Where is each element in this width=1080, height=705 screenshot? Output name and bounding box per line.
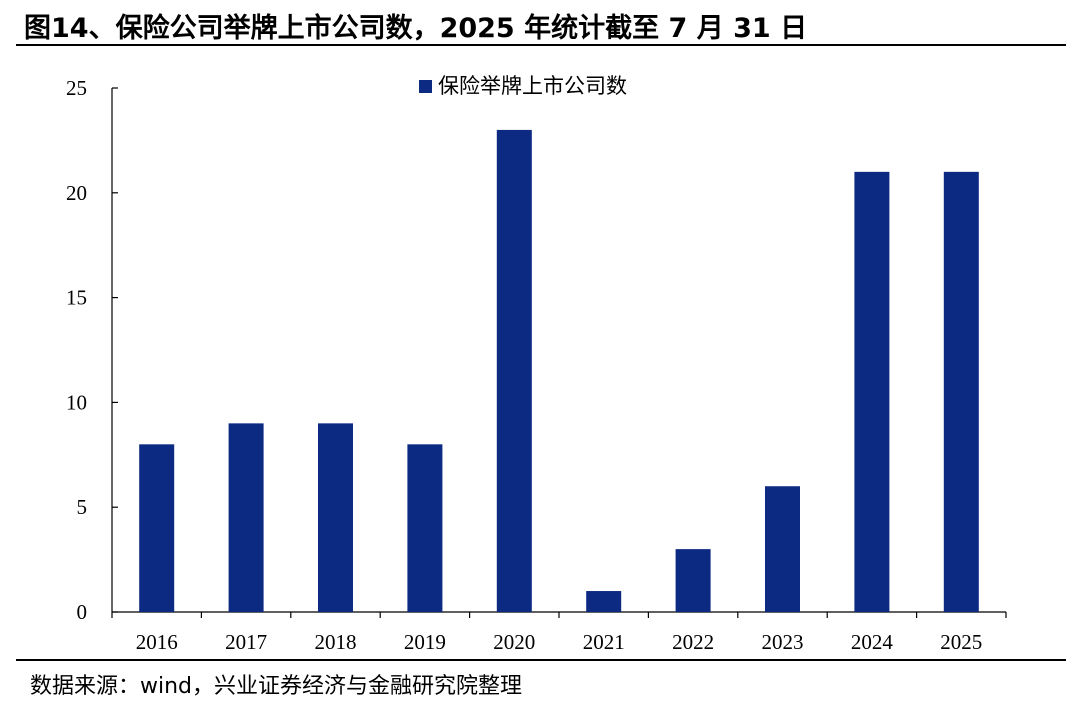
y-tick-label: 10: [66, 390, 87, 414]
bar-2020: [496, 129, 532, 613]
y-tick-label: 0: [77, 600, 88, 624]
legend-swatch: [419, 80, 432, 93]
x-tick-label: 2019: [404, 630, 446, 654]
bars: [139, 129, 979, 613]
legend: 保险举牌上市公司数: [419, 74, 627, 98]
x-tick-label: 2021: [583, 630, 625, 654]
y-tick-label: 20: [66, 181, 87, 205]
y-tick-label: 15: [66, 286, 87, 310]
bar-2023: [765, 486, 800, 612]
x-tick-label: 2023: [762, 630, 804, 654]
y-axis: 0 5 10 15 20 25: [66, 76, 118, 624]
bar-2017: [228, 423, 264, 612]
bar-2016: [139, 444, 175, 612]
bottom-rule: [16, 659, 1066, 661]
bar-2021: [586, 591, 622, 612]
bar-2018: [318, 423, 353, 612]
bar-2019: [407, 444, 443, 612]
x-tick-label: 2025: [940, 630, 982, 654]
x-tick-label: 2024: [851, 630, 894, 654]
bar-2025: [943, 171, 979, 612]
x-tick-label: 2016: [136, 630, 178, 654]
y-tick-label: 25: [66, 76, 87, 100]
x-tick-label: 2018: [315, 630, 357, 654]
y-tick-label: 5: [77, 495, 88, 519]
x-tick-label: 2022: [672, 630, 714, 654]
figure-title: 图14、保险公司举牌上市公司数，2025 年统计截至 7 月 31 日: [24, 13, 808, 44]
top-rule: [16, 44, 1066, 46]
legend-label: 保险举牌上市公司数: [438, 74, 627, 98]
x-tick-label: 2017: [225, 630, 267, 654]
bar-2024: [854, 171, 890, 612]
bar-2022: [675, 549, 711, 612]
x-tick-label: 2020: [493, 630, 535, 654]
x-axis: 2016 2017 2018 2019 2020 2021 2022 2023 2024 2025: [111, 611, 1007, 654]
source-note: 数据来源：wind，兴业证券经济与金融研究院整理: [30, 674, 523, 699]
